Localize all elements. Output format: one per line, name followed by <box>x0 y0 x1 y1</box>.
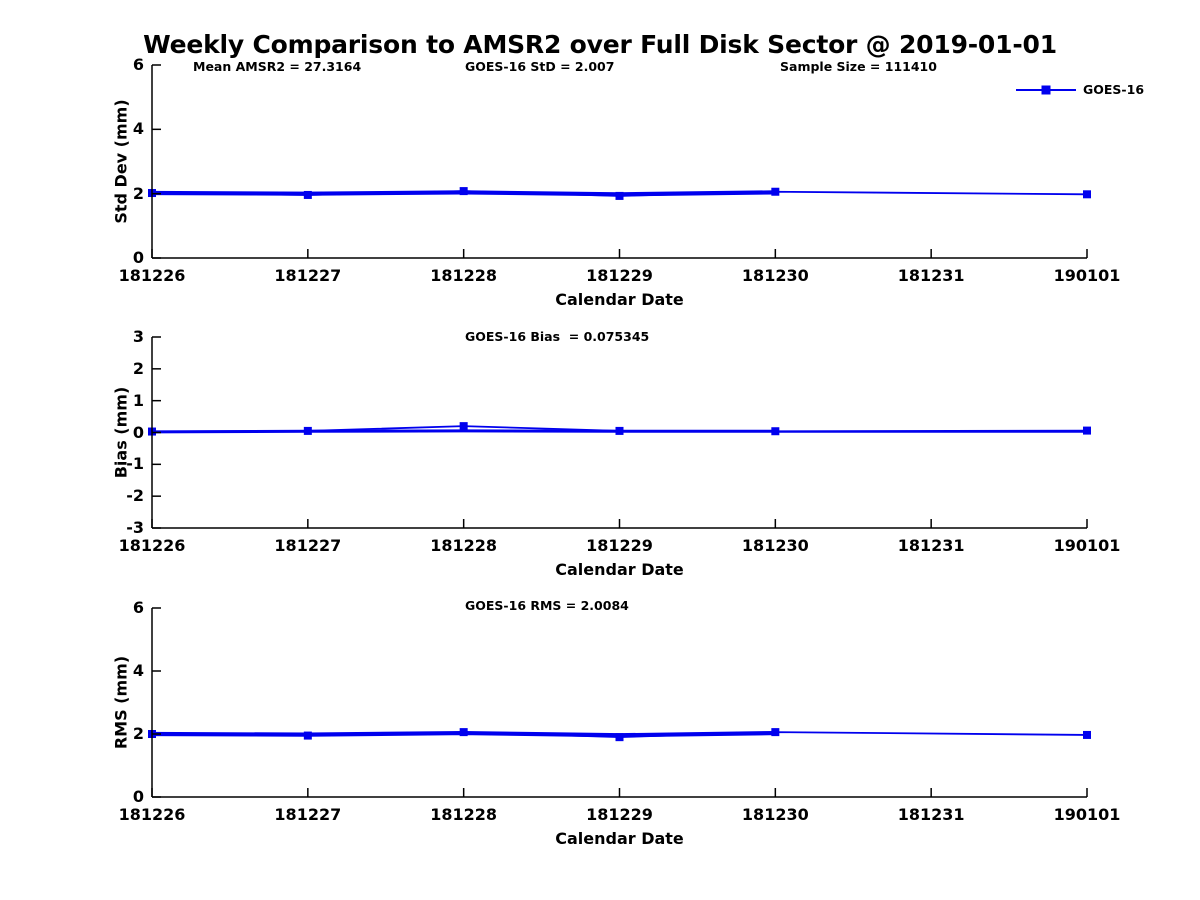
data-point-marker <box>303 731 312 740</box>
data-point-marker <box>1083 426 1091 435</box>
y-tick-label: 2 <box>132 724 144 743</box>
y-tick-label: 2 <box>132 358 144 378</box>
x-tick-label: 190101 <box>1053 536 1121 555</box>
x-tick-label: 181230 <box>741 536 809 555</box>
x-tick-label: 181228 <box>430 266 498 285</box>
data-point-marker <box>1083 730 1091 739</box>
annotation-std-dev-0: Mean AMSR2 = 27.3164 <box>193 59 362 74</box>
y-tick-label: 4 <box>132 119 144 139</box>
x-tick-label: 181228 <box>430 805 498 824</box>
y-tick-label: 0 <box>132 787 144 806</box>
y-axis-label-bias: Bias (mm) <box>111 386 131 478</box>
x-tick-label: 181226 <box>118 536 186 555</box>
data-point-marker <box>771 427 780 436</box>
y-tick-label: 0 <box>132 248 144 267</box>
y-tick-label: 0 <box>132 422 144 442</box>
data-point-marker <box>771 187 780 196</box>
data-point-marker <box>615 733 624 742</box>
y-tick-label: -3 <box>126 518 144 537</box>
y-tick-label: 2 <box>132 183 144 203</box>
y-tick-label: 4 <box>132 661 144 680</box>
x-axis-label-bias: Calendar Date <box>555 560 684 579</box>
x-tick-label: 181228 <box>430 536 498 555</box>
legend-label: GOES-16 <box>1083 82 1145 97</box>
chart-title: Weekly Comparison to AMSR2 over Full Dis… <box>143 30 1057 59</box>
series-line <box>151 731 1088 739</box>
legend-marker <box>1041 85 1051 95</box>
annotation-bias-0: GOES-16 Bias = 0.075345 <box>465 329 650 344</box>
y-axis-label-std-dev: Std Dev (mm) <box>111 98 131 224</box>
annotation-std-dev-1: GOES-16 StD = 2.007 <box>465 59 615 74</box>
data-point-marker <box>771 728 780 737</box>
series-line <box>151 190 1088 197</box>
x-tick-label: 181227 <box>274 536 342 555</box>
data-point-marker <box>1083 190 1091 199</box>
annotation-rms-0: GOES-16 RMS = 2.0084 <box>465 598 629 613</box>
x-tick-label: 181231 <box>897 536 965 555</box>
x-tick-label: 181227 <box>274 266 342 285</box>
x-tick-label: 190101 <box>1053 266 1121 285</box>
data-point-marker <box>615 426 624 435</box>
y-tick-label: 3 <box>132 327 144 346</box>
data-point-marker <box>615 191 624 200</box>
x-tick-label: 181229 <box>586 536 653 555</box>
x-tick-label: 190101 <box>1053 805 1121 824</box>
annotation-std-dev-2: Sample Size = 111410 <box>780 59 937 74</box>
data-point-marker <box>459 422 468 431</box>
y-tick-label: -1 <box>126 454 144 474</box>
x-tick-label: 181230 <box>741 266 809 285</box>
data-point-marker <box>303 190 312 199</box>
x-tick-label: 181230 <box>741 805 809 824</box>
data-point-marker <box>303 426 312 435</box>
y-axis-label-rms: RMS (mm) <box>111 655 131 749</box>
y-tick-label: 6 <box>132 598 144 617</box>
x-axis-label-rms: Calendar Date <box>555 829 684 848</box>
x-tick-label: 181226 <box>118 805 186 824</box>
x-tick-label: 181231 <box>897 805 965 824</box>
x-tick-label: 181229 <box>586 266 653 285</box>
x-tick-label: 181229 <box>586 805 653 824</box>
series-line <box>151 425 1088 433</box>
y-tick-label: -2 <box>126 486 144 506</box>
y-tick-label: 6 <box>132 55 144 74</box>
y-tick-label: 1 <box>132 390 144 410</box>
x-tick-label: 181227 <box>274 805 342 824</box>
x-axis-label-std-dev: Calendar Date <box>555 290 684 309</box>
x-tick-label: 181226 <box>118 266 186 285</box>
data-point-marker <box>459 187 468 196</box>
data-point-marker <box>459 728 468 737</box>
x-tick-label: 181231 <box>897 266 965 285</box>
